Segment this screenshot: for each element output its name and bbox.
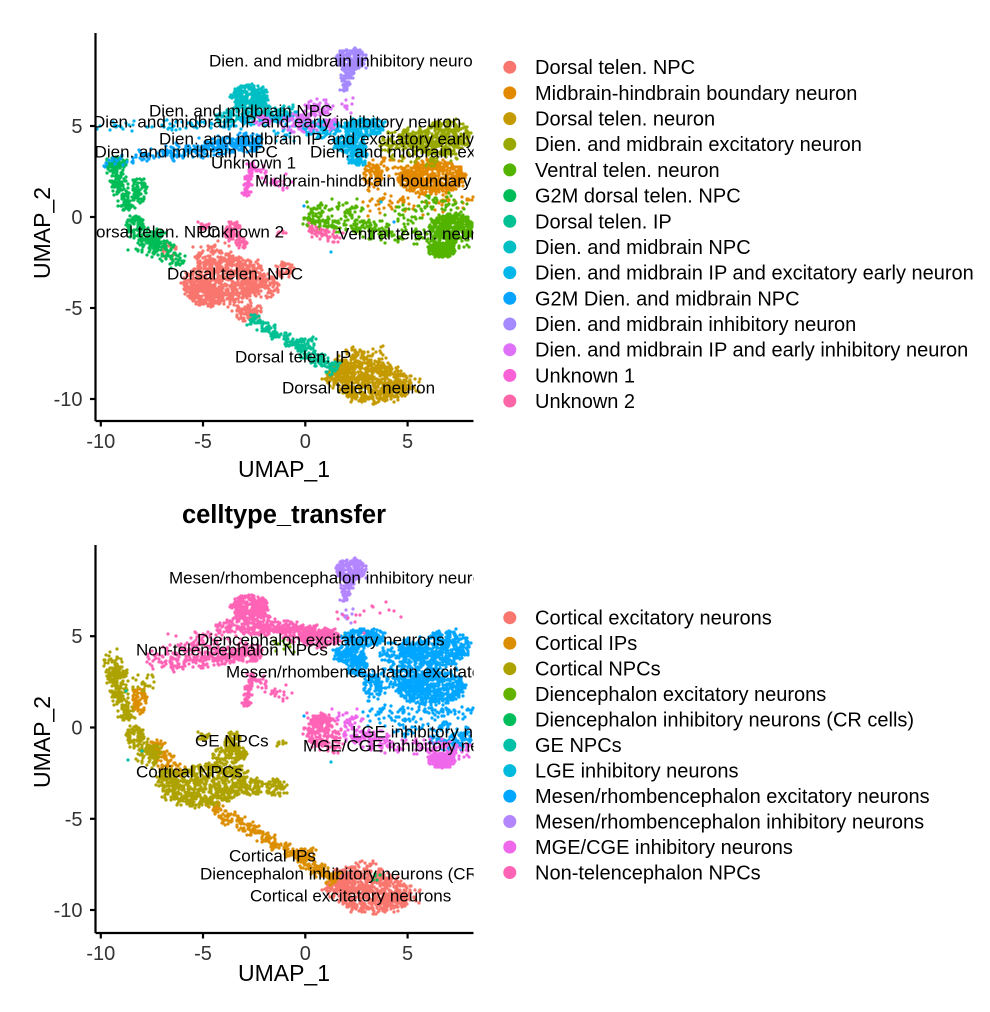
svg-text:Diencephalon excitatory neuron: Diencephalon excitatory neurons [535,684,826,706]
svg-text:Dorsal telen. neuron: Dorsal telen. neuron [282,379,435,398]
svg-text:-5: -5 [194,943,212,965]
svg-text:5: 5 [71,116,82,138]
svg-text:Midbrain-hindbrain boundary ne: Midbrain-hindbrain boundary neuron [255,172,529,191]
svg-text:-10: -10 [54,389,83,411]
svg-text:UMAP_1: UMAP_1 [238,456,330,482]
svg-text:-5: -5 [65,809,83,831]
svg-text:Unknown 2: Unknown 2 [535,391,635,413]
svg-text:G2M dorsal telen. NPC: G2M dorsal telen. NPC [45,223,220,242]
svg-text:0: 0 [71,207,82,229]
svg-text:celltype_transfer: celltype_transfer [182,501,386,529]
svg-text:Midbrain-hindbrain boundary ne: Midbrain-hindbrain boundary neuron [535,83,857,105]
svg-text:-10: -10 [86,943,115,965]
svg-text:Diencephalon excitatory neuron: Diencephalon excitatory neurons [197,631,445,650]
svg-text:GE NPCs: GE NPCs [195,732,269,751]
svg-text:Dien. and midbrain IP and exci: Dien. and midbrain IP and excitatory ear… [535,263,974,285]
svg-text:Dien. and midbrain inhibitory: Dien. and midbrain inhibitory neuron [209,52,482,71]
svg-text:Dien. and midbrain IP and exci: Dien. and midbrain IP and excitatory ear… [159,130,532,149]
svg-text:Mesen/rhombencephalon excitato: Mesen/rhombencephalon excitatory neurons [535,786,930,808]
svg-text:Cortical IPs: Cortical IPs [229,847,316,866]
svg-text:LGE inhibitory neurons: LGE inhibitory neurons [535,761,738,783]
svg-text:5: 5 [402,943,413,965]
svg-text:Dorsal telen. NPC: Dorsal telen. NPC [535,57,695,79]
svg-text:Dien. and midbrain NPC: Dien. and midbrain NPC [535,237,751,259]
svg-text:Dorsal telen. neuron: Dorsal telen. neuron [535,109,715,131]
svg-text:LGE inhibitory neurons: LGE inhibitory neurons [352,723,525,742]
svg-text:Dien. and midbrain excitatory: Dien. and midbrain excitatory neuron [535,134,862,156]
svg-text:Ventral telen. neuron: Ventral telen. neuron [338,225,495,244]
svg-text:Unknown 2: Unknown 2 [199,223,284,242]
svg-text:0: 0 [300,431,311,453]
svg-text:UMAP_2: UMAP_2 [29,187,55,279]
svg-text:Mesen/rhombencephalon inhibito: Mesen/rhombencephalon inhibitory neurons [535,812,924,834]
svg-text:UMAP_2: UMAP_2 [29,696,55,788]
svg-text:Cortical IPs: Cortical IPs [535,633,637,655]
svg-text:Dien. and midbrain excitatory: Dien. and midbrain excitatory neuron [310,143,588,162]
svg-text:G2M dorsal telen. NPC: G2M dorsal telen. NPC [535,186,741,208]
svg-text:Dorsal telen. NPC: Dorsal telen. NPC [167,265,303,284]
svg-text:Dien. and midbrain inhibitory: Dien. and midbrain inhibitory neuron [535,314,856,336]
svg-text:Unknown 1: Unknown 1 [211,154,296,173]
svg-text:GE NPCs: GE NPCs [535,735,622,757]
svg-text:Non-telencephalon NPCs: Non-telencephalon NPCs [136,641,328,660]
svg-text:0: 0 [71,718,82,740]
svg-text:MGE/CGE inhibitory neurons: MGE/CGE inhibitory neurons [535,837,793,859]
svg-text:MGE/CGE inhibitory neurons: MGE/CGE inhibitory neurons [303,737,522,756]
svg-text:Cortical NPCs: Cortical NPCs [535,659,661,681]
svg-text:-5: -5 [65,298,83,320]
svg-text:Non-telencephalon NPCs: Non-telencephalon NPCs [535,863,761,885]
svg-text:Mesen/rhombencephalon inhibito: Mesen/rhombencephalon inhibitory neurons [169,569,500,588]
svg-text:Unknown 1: Unknown 1 [535,365,635,387]
svg-text:Dien. and midbrain IP and earl: Dien. and midbrain IP and early inhibito… [535,340,968,362]
svg-text:0: 0 [300,943,311,965]
svg-text:Ventral telen. neuron: Ventral telen. neuron [535,160,720,182]
svg-text:Dorsal telen. IP: Dorsal telen. IP [535,211,672,233]
svg-text:5: 5 [402,431,413,453]
svg-text:Diencephalon inhibitory neuron: Diencephalon inhibitory neurons (CR cell… [200,865,522,884]
svg-text:-10: -10 [86,431,115,453]
svg-text:Diencephalon inhibitory neuron: Diencephalon inhibitory neurons (CR cell… [535,710,914,732]
svg-text:Cortical NPCs: Cortical NPCs [136,763,243,782]
svg-text:Dorsal telen. IP: Dorsal telen. IP [235,348,351,367]
svg-text:Cortical excitatory neurons: Cortical excitatory neurons [250,887,451,906]
svg-text:Dien. and midbrain IP and earl: Dien. and midbrain IP and early inhibito… [93,113,461,132]
svg-text:Cortical excitatory neurons: Cortical excitatory neurons [535,608,772,630]
svg-text:-5: -5 [194,431,212,453]
svg-text:-10: -10 [54,900,83,922]
svg-text:Dien. and midbrain NPC: Dien. and midbrain NPC [149,102,332,121]
svg-text:5: 5 [71,626,82,648]
svg-text:G2M Dien. and midbrain NPC: G2M Dien. and midbrain NPC [53,143,278,162]
svg-text:G2M Dien. and midbrain NPC: G2M Dien. and midbrain NPC [535,288,800,310]
svg-text:Mesen/rhombencephalon excitato: Mesen/rhombencephalon excitatory neurons [226,663,561,682]
svg-text:UMAP_1: UMAP_1 [238,960,330,986]
